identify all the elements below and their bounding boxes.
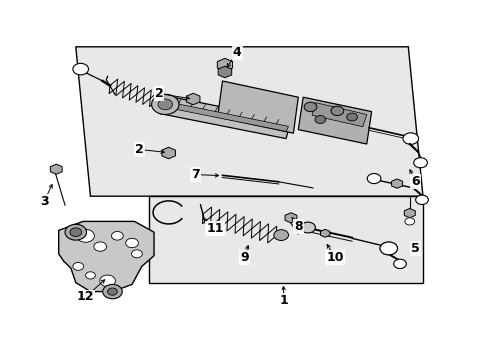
Text: 7: 7 <box>191 168 200 181</box>
Circle shape <box>300 222 315 233</box>
Circle shape <box>404 218 414 225</box>
Circle shape <box>304 102 316 112</box>
Text: 3: 3 <box>40 195 48 208</box>
Circle shape <box>111 231 123 240</box>
Circle shape <box>65 224 86 240</box>
Circle shape <box>330 106 343 116</box>
Polygon shape <box>149 196 422 283</box>
Text: 5: 5 <box>410 242 419 255</box>
Circle shape <box>151 94 179 114</box>
Polygon shape <box>59 221 154 292</box>
Polygon shape <box>217 81 298 133</box>
Circle shape <box>415 195 427 204</box>
Circle shape <box>107 288 117 295</box>
Text: 2: 2 <box>135 143 143 156</box>
Text: 12: 12 <box>77 291 94 303</box>
Circle shape <box>94 242 106 251</box>
Circle shape <box>125 238 138 248</box>
Circle shape <box>366 174 380 184</box>
Circle shape <box>100 275 115 287</box>
Circle shape <box>314 116 325 123</box>
Circle shape <box>413 158 427 168</box>
Polygon shape <box>163 102 288 131</box>
Text: 10: 10 <box>325 251 343 264</box>
Text: 9: 9 <box>240 251 248 264</box>
Circle shape <box>379 242 397 255</box>
Circle shape <box>102 284 122 299</box>
Circle shape <box>346 113 357 121</box>
Text: 11: 11 <box>206 222 224 235</box>
Circle shape <box>70 228 81 237</box>
Text: 4: 4 <box>232 46 241 59</box>
Text: 8: 8 <box>293 220 302 233</box>
Text: 1: 1 <box>279 294 287 307</box>
Circle shape <box>273 230 288 240</box>
Circle shape <box>77 229 94 242</box>
Polygon shape <box>298 97 371 144</box>
Circle shape <box>402 133 418 144</box>
Text: 2: 2 <box>154 87 163 100</box>
Polygon shape <box>76 47 422 196</box>
Circle shape <box>393 259 406 269</box>
Circle shape <box>131 250 142 258</box>
Circle shape <box>85 272 95 279</box>
Circle shape <box>158 99 172 110</box>
Polygon shape <box>159 95 290 139</box>
Circle shape <box>73 262 83 270</box>
Polygon shape <box>311 103 366 127</box>
Text: 6: 6 <box>410 175 419 188</box>
Circle shape <box>73 63 88 75</box>
